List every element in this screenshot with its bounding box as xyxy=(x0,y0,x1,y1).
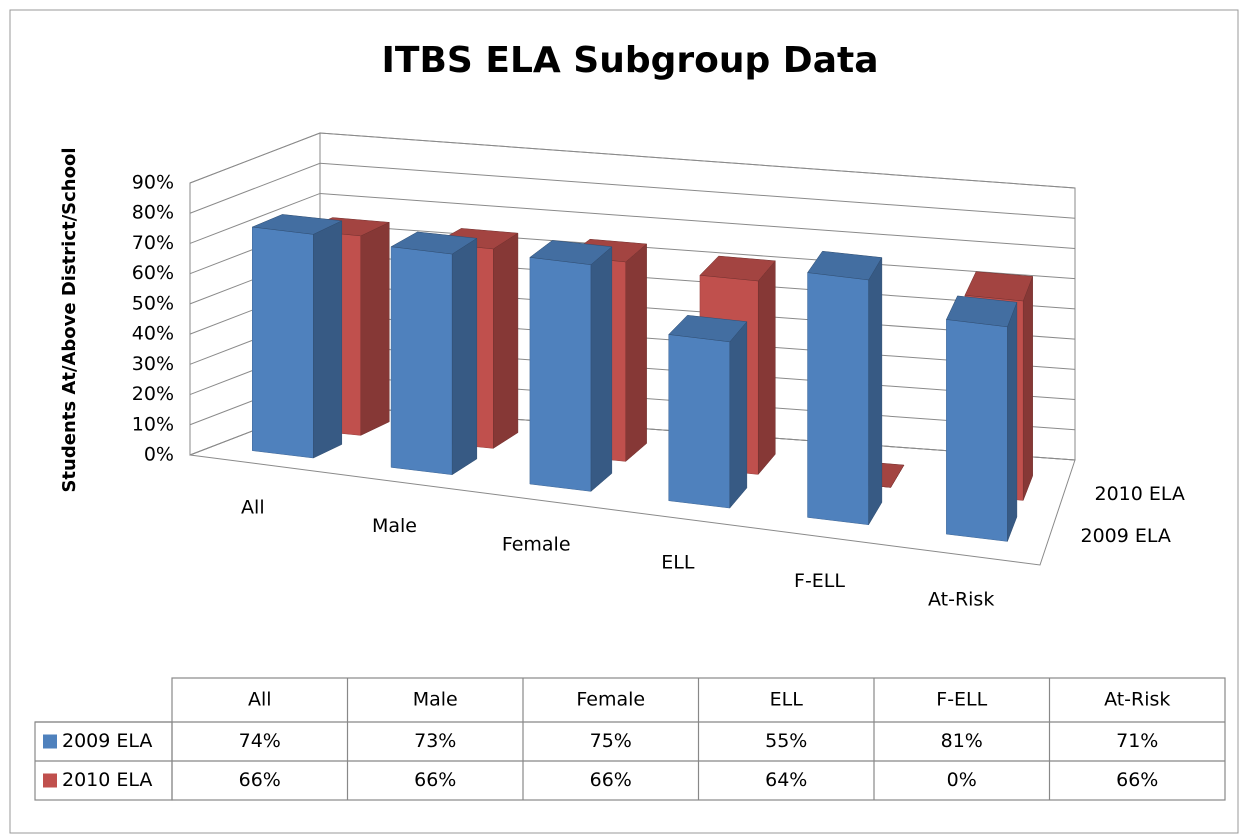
y-tick-label: 30% xyxy=(132,353,174,375)
bar-side xyxy=(868,256,883,526)
bar-side xyxy=(1007,302,1018,542)
table-cell: 0% xyxy=(947,769,977,791)
table-cell: 66% xyxy=(1116,769,1158,791)
legend-swatch xyxy=(43,773,57,788)
bar-top xyxy=(945,295,1018,328)
x-tick-label: ELL xyxy=(661,552,695,574)
chart-title: ITBS ELA Subgroup Data xyxy=(382,40,879,81)
legend-label: 2009 ELA xyxy=(62,730,152,752)
bar-side xyxy=(625,243,647,462)
bar-top xyxy=(529,240,613,265)
depth-label: 2009 ELA xyxy=(1081,525,1171,547)
bar-top xyxy=(964,271,1034,302)
legend-label: 2010 ELA xyxy=(62,769,152,791)
x-tick-label: All xyxy=(241,497,265,519)
table-cell: 66% xyxy=(414,769,456,791)
bar xyxy=(251,214,343,459)
table-header: At-Risk xyxy=(1104,689,1170,711)
x-tick-label: F-ELL xyxy=(794,570,845,592)
bar-side xyxy=(729,320,748,509)
bar xyxy=(945,295,1018,542)
bar-side xyxy=(451,237,478,476)
x-tick-label: Female xyxy=(502,533,571,555)
bar-front xyxy=(252,226,314,459)
bar xyxy=(529,240,613,492)
bar-side xyxy=(493,232,519,449)
y-tick-label: 70% xyxy=(132,232,174,254)
y-axis-title: Students At/Above District/School xyxy=(59,147,80,492)
grid-line xyxy=(189,132,1076,189)
y-tick-label: 40% xyxy=(132,323,174,345)
bar-top xyxy=(390,231,478,255)
bar-front xyxy=(390,246,453,475)
bar-side xyxy=(1022,276,1033,501)
legend-swatch xyxy=(43,734,57,749)
table-cell: 73% xyxy=(414,730,456,752)
y-tick-label: 90% xyxy=(132,172,174,194)
y-tick-label: 20% xyxy=(132,383,174,405)
table-cell: 74% xyxy=(239,730,281,752)
bar xyxy=(390,231,478,476)
bar-front xyxy=(807,272,869,526)
table-cell: 75% xyxy=(590,730,632,752)
bar-side xyxy=(360,221,390,436)
table-cell: 81% xyxy=(941,730,983,752)
bar-top xyxy=(251,214,343,235)
bar-front xyxy=(668,334,731,509)
table-header: All xyxy=(248,689,272,711)
bar-top xyxy=(807,250,883,281)
table-header: Female xyxy=(576,689,645,711)
y-tick-label: 80% xyxy=(132,202,174,224)
table-header: F-ELL xyxy=(936,689,987,711)
table-cell: 71% xyxy=(1116,730,1158,752)
depth-label: 2010 ELA xyxy=(1095,483,1185,505)
y-tick-label: 10% xyxy=(132,413,174,435)
table-cell: 66% xyxy=(239,769,281,791)
table-header: Male xyxy=(413,689,458,711)
bar xyxy=(668,315,748,509)
y-tick-label: 50% xyxy=(132,292,174,314)
table-cell: 55% xyxy=(765,730,807,752)
bar-side xyxy=(590,246,613,492)
table-header: ELL xyxy=(770,689,804,711)
bar-side xyxy=(757,260,776,476)
y-tick-label: 0% xyxy=(144,444,174,466)
bar-top xyxy=(668,315,748,343)
grid-line xyxy=(189,192,1076,249)
table-cell: 64% xyxy=(765,769,807,791)
table-cell: 66% xyxy=(590,769,632,791)
bar-front xyxy=(946,319,1008,542)
bar xyxy=(807,250,883,526)
bar-top xyxy=(699,255,776,282)
bar-front xyxy=(529,257,592,492)
bar-side xyxy=(313,220,343,459)
x-tick-label: Male xyxy=(372,515,417,537)
x-tick-label: At-Risk xyxy=(928,588,994,610)
grid-line xyxy=(189,162,1076,219)
y-tick-label: 60% xyxy=(132,262,174,284)
